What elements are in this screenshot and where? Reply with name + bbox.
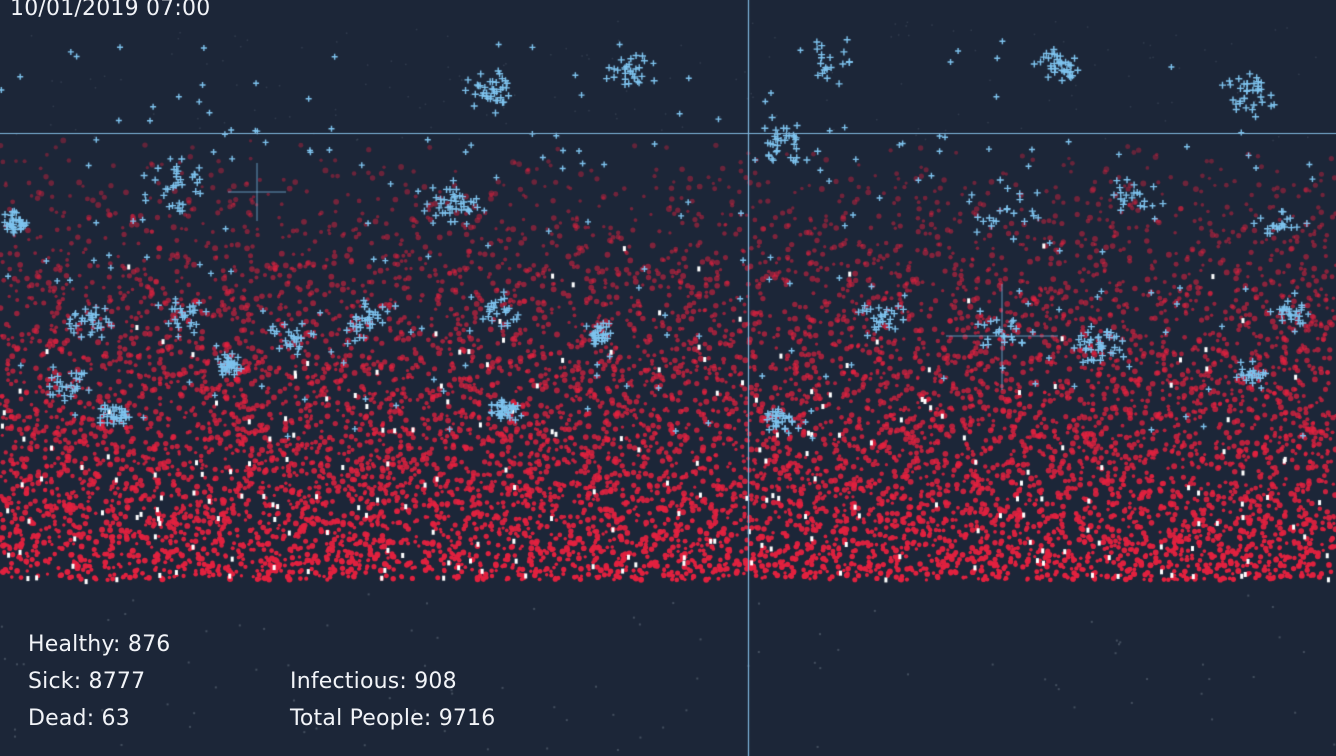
healthy-count: Healthy: 876: [28, 632, 170, 657]
total-value: 9716: [438, 706, 496, 731]
infectious-count: Infectious: 908: [290, 669, 457, 694]
infectious-value: 908: [414, 669, 457, 694]
total-label: Total People:: [290, 706, 432, 731]
sick-count: Sick: 8777: [28, 669, 145, 694]
healthy-label: Healthy:: [28, 632, 121, 657]
infectious-label: Infectious:: [290, 669, 408, 694]
healthy-value: 876: [127, 632, 171, 657]
sick-value: 8777: [88, 669, 146, 694]
total-people-count: Total People: 9716: [290, 706, 495, 731]
sick-label: Sick:: [28, 669, 82, 694]
dead-value: 63: [101, 706, 130, 731]
dead-count: Dead: 63: [28, 706, 130, 731]
dead-label: Dead:: [28, 706, 95, 731]
timestamp-label: 10/01/2019 07:00: [10, 0, 211, 21]
